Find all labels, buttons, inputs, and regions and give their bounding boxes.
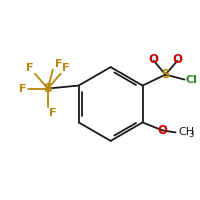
Text: S: S [161,68,170,81]
Text: F: F [19,84,27,94]
Text: F: F [49,108,56,118]
Text: F: F [62,63,69,73]
Text: CH: CH [178,127,195,137]
Text: F: F [26,63,34,73]
Text: O: O [158,124,168,137]
Text: 3: 3 [188,130,193,139]
Text: O: O [172,53,182,66]
Text: O: O [149,53,159,66]
Text: Cl: Cl [185,75,197,85]
Text: S: S [43,82,52,95]
Text: F: F [55,59,62,69]
